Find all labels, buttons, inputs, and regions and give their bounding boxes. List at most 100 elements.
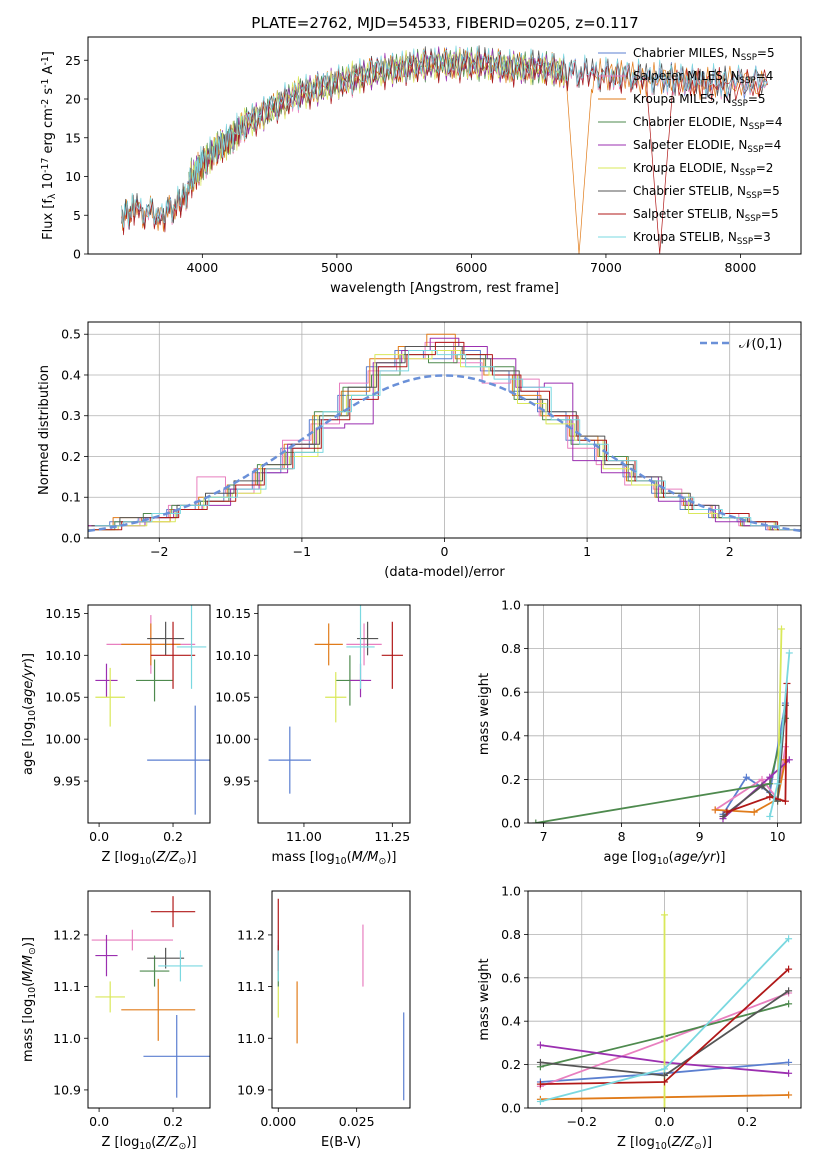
errorbar-salpeter_stelib <box>150 896 196 928</box>
y-tick-label: 11.2 <box>237 927 265 942</box>
y-tick-label: 0.2 <box>501 772 521 787</box>
spectrum-x-axis-label: wavelength [Angstrom, rest frame] <box>330 281 559 296</box>
mass_vs_age-frame <box>257 604 411 824</box>
y-tick-label: 1.0 <box>501 598 521 613</box>
spectrum-frame <box>87 36 802 255</box>
ebv_vs_mass-frame <box>271 890 411 1109</box>
legend-label: Kroupa ELODIE, NSSP=2 <box>633 161 773 178</box>
x-tick-label: 4000 <box>186 260 218 275</box>
errorbar-kroupa_elodie <box>95 667 125 727</box>
errorbar-chabrier_miles <box>268 726 312 794</box>
y-tick-label: 0.5 <box>61 327 81 342</box>
x-tick-label: 0.0 <box>89 829 109 844</box>
weight-line-salpeter_stelib <box>726 683 788 813</box>
x-tick-label: 8 <box>618 829 626 844</box>
x-tick-label: 1 <box>583 544 591 559</box>
residuals-x-axis-label: (data-model)/error <box>384 565 505 580</box>
figure-title: PLATE=2762, MJD=54533, FIBERID=0205, z=0… <box>251 14 638 32</box>
x-tick-label: 8000 <box>725 260 757 275</box>
y-tick-label: 10.15 <box>215 606 251 621</box>
mass_vs_age-plot-area <box>268 605 403 794</box>
ebv_vs_mass-plot-area <box>277 898 405 1101</box>
x-tick-label: −2 <box>150 544 168 559</box>
y-tick-label: 0.6 <box>501 970 521 985</box>
z_vs_weight-frame <box>527 890 802 1109</box>
weight-line-chabrier_elodie <box>535 718 787 823</box>
y-tick-label: 0.0 <box>501 816 521 831</box>
z_vs_weight-y-axis-label: mass weight <box>477 958 492 1040</box>
z_vs_mass-y-axis-label: mass [log10(M/M⊙)] <box>21 937 38 1062</box>
errorbar-kroupa_miles <box>121 978 196 1041</box>
y-tick-label: 25 <box>65 53 81 68</box>
y-tick-label: 10.10 <box>45 648 81 663</box>
age_vs_weight-y-axis-label: mass weight <box>477 673 492 755</box>
errorbar-chabrier_elodie <box>136 659 174 702</box>
z_vs_age-x-axis-label: Z [log10(Z/Z⊙)] <box>101 850 196 867</box>
x-tick-label: 0.2 <box>163 829 183 844</box>
weight-line-kroupa_miles <box>715 759 787 813</box>
errorbar-kroupa_stelib <box>158 950 203 982</box>
y-tick-label: 11.0 <box>53 1031 81 1046</box>
z_vs_mass-x-axis-label: Z [log10(Z/Z⊙)] <box>101 1135 196 1152</box>
errorbar-salpeter_miles <box>346 623 382 666</box>
x-tick-label: 9 <box>696 829 704 844</box>
x-tick-label: 11.25 <box>374 829 410 844</box>
errorbar-kroupa_miles <box>314 623 343 666</box>
z_vs_age-plot-area <box>95 605 210 815</box>
age_vs_weight-frame <box>527 604 802 824</box>
age_vs_weight-grid <box>528 604 801 824</box>
x-tick-label: 0.0 <box>655 1114 675 1129</box>
legend-label: Chabrier MILES, NSSP=5 <box>633 46 775 63</box>
legend-label: Chabrier STELIB, NSSP=5 <box>633 184 780 201</box>
x-tick-label: −0.2 <box>567 1114 597 1129</box>
chart-root: 4000 5000 6000 7000 80000510152025wavelength… <box>21 36 802 1152</box>
panel-z_vs_weight: −0.2 0.0 0.2 0.0 0.2 0.4 0.6 0.8 1.0 Z [log10(Z/Z… <box>477 884 802 1152</box>
y-tick-label: 10.05 <box>45 690 81 705</box>
x-tick-label: 7 <box>540 829 548 844</box>
legend-label: Kroupa STELIB, NSSP=3 <box>633 230 771 247</box>
normal-curve-line <box>88 374 801 533</box>
x-tick-label: 2 <box>726 544 734 559</box>
y-tick-label: 0.4 <box>501 728 521 743</box>
panel-ebv_vs_mass: 0.000 0.025 10.9 11.0 11.1 11.2 E(B-V) <box>237 890 411 1150</box>
y-tick-label: 0.4 <box>61 367 81 382</box>
normal-legend-label: 𝒩(0,1) <box>739 337 782 352</box>
panel-z_vs_mass: 0.0 0.2 10.9 11.0 11.1 11.2 Z [log10(Z/Z⊙)] mas… <box>21 890 211 1152</box>
y-tick-label: 10 <box>65 169 81 184</box>
errorbar-kroupa_elodie <box>325 672 347 723</box>
panel-mass_vs_age: 11.00 11.25 9.95 10.00 10.05 10.10 10.15 mass [… <box>215 604 411 867</box>
y-tick-label: 11.1 <box>237 979 265 994</box>
y-tick-label: 0 <box>73 247 81 262</box>
y-tick-label: 9.95 <box>53 774 81 789</box>
y-tick-label: 0.0 <box>501 1101 521 1116</box>
y-tick-label: 11.1 <box>53 979 81 994</box>
errorbar-chabrier_miles <box>143 1015 210 1098</box>
age_vs_weight-plot-area <box>532 625 793 823</box>
errorbar-salpeter_elodie <box>95 663 118 698</box>
errorbar-kroupa_elodie <box>95 981 125 1013</box>
y-tick-label: 0.1 <box>61 490 81 505</box>
residuals-plot-area <box>88 333 801 533</box>
x-tick-label: −1 <box>293 544 311 559</box>
x-tick-label: 0.0 <box>89 1114 109 1129</box>
y-tick-label: 1.0 <box>501 884 521 899</box>
errorbar-kroupa_stelib <box>346 605 375 689</box>
histogram-chabrier_stelib <box>91 346 801 527</box>
y-tick-label: 10.05 <box>215 690 251 705</box>
y-tick-label: 10.15 <box>45 606 81 621</box>
y-tick-label: 10.9 <box>237 1082 265 1097</box>
y-tick-label: 0.2 <box>61 449 81 464</box>
y-tick-label: 10.00 <box>45 732 81 747</box>
residuals-frame <box>87 321 802 539</box>
y-tick-label: 9.95 <box>223 774 251 789</box>
histogram-kroupa_stelib <box>94 350 801 531</box>
errorbar-salpeter_stelib <box>381 621 403 689</box>
x-tick-label: 0.025 <box>339 1114 375 1129</box>
spectrum-plot-area <box>121 45 768 254</box>
x-tick-label: 0.2 <box>737 1114 757 1129</box>
y-tick-label: 0.4 <box>501 1014 521 1029</box>
x-tick-label: 0.000 <box>260 1114 296 1129</box>
y-tick-label: 15 <box>65 130 81 145</box>
weight-line-salpeter_miles <box>714 746 787 811</box>
y-tick-label: 0.3 <box>61 408 81 423</box>
